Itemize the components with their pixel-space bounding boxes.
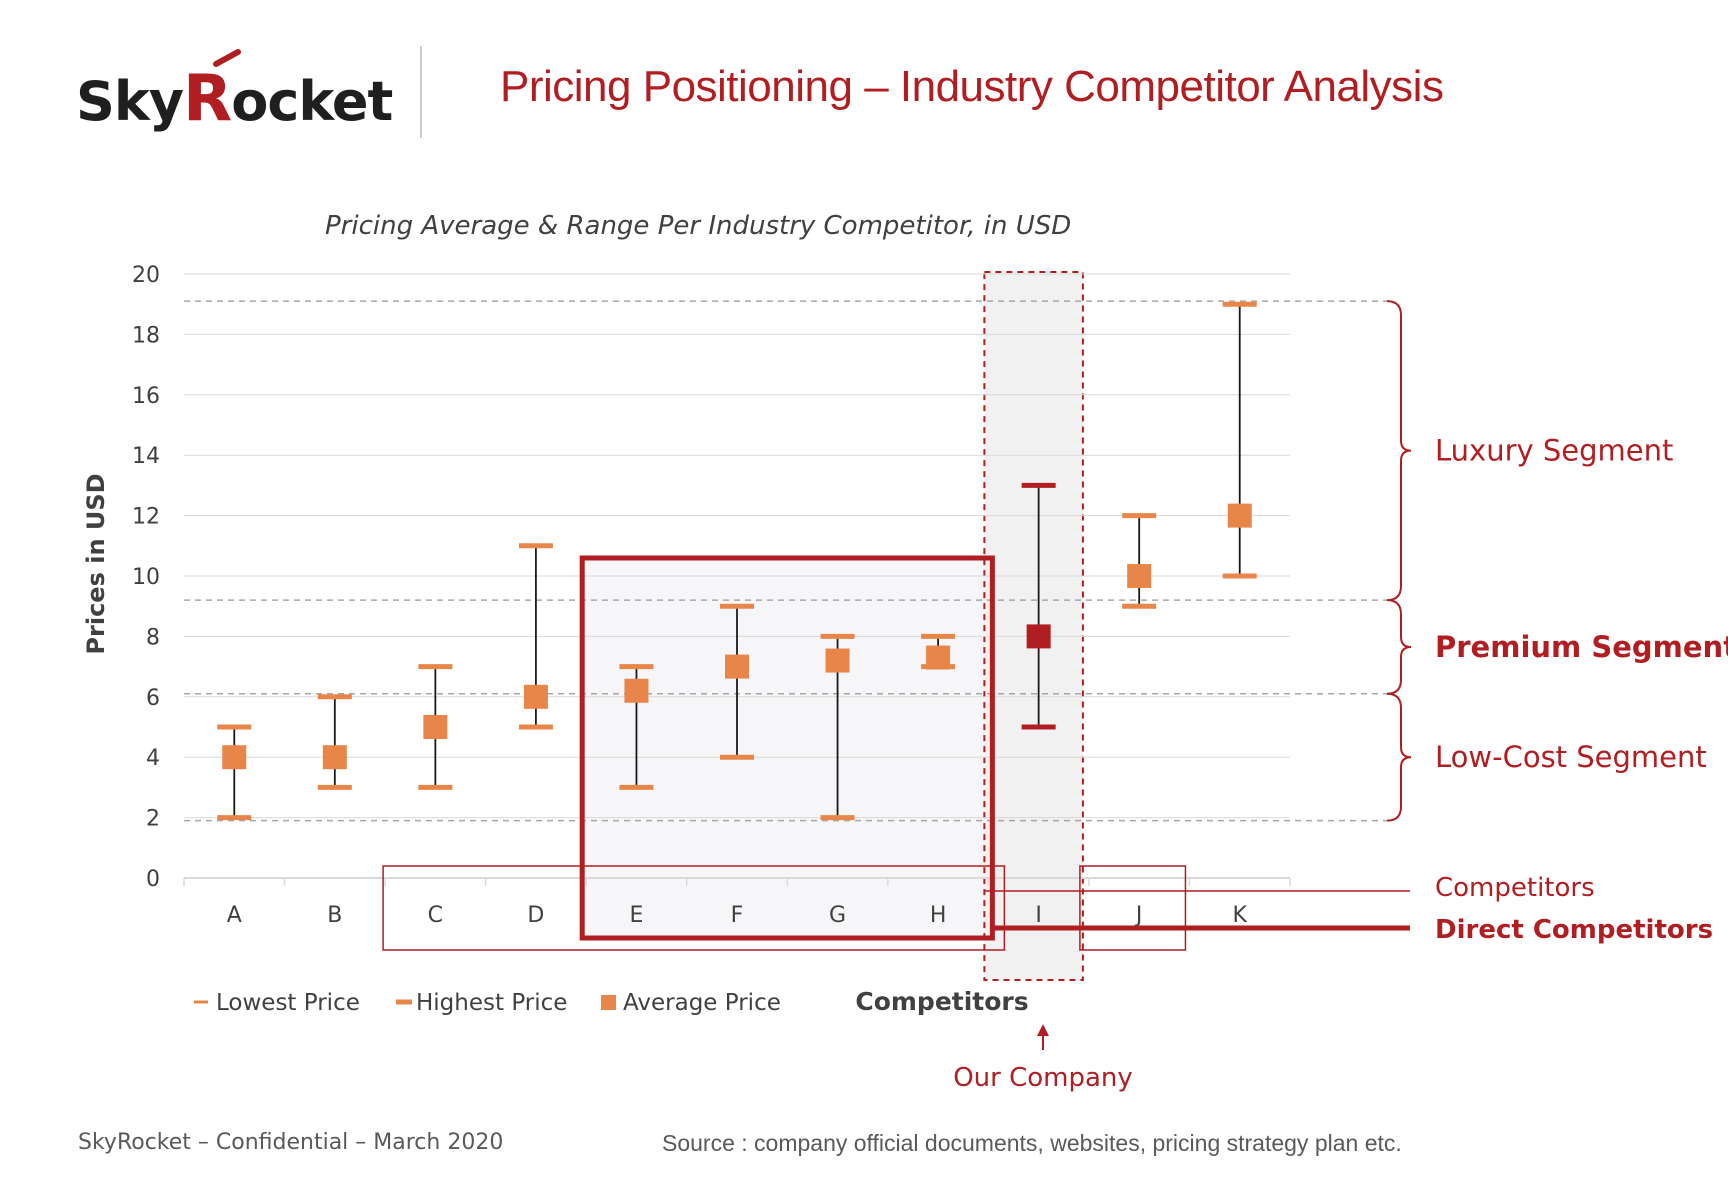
- average-price-mark-C: [423, 715, 448, 739]
- competitors-group-label: Competitors: [1435, 873, 1595, 903]
- x-axis-label: Competitors: [855, 987, 1028, 1016]
- y-tick-label: 4: [146, 746, 160, 771]
- x-tick-label: C: [428, 903, 443, 928]
- x-tick-label: E: [630, 903, 644, 928]
- y-tick-label: 14: [132, 444, 160, 469]
- direct-competitors-group-label: Direct Competitors: [1435, 915, 1713, 945]
- segment-brace: [1386, 599, 1412, 695]
- segment-label: Luxury Segment: [1435, 434, 1673, 468]
- legend-average-label: Average Price: [623, 990, 781, 1016]
- average-price-mark-A: [222, 745, 247, 770]
- x-tick-label: D: [527, 903, 544, 928]
- y-tick-label: 12: [132, 505, 160, 530]
- our-company-callout: Our Company: [953, 1024, 1133, 1093]
- legend-lowest-label: Lowest Price: [216, 990, 360, 1016]
- footer-source: Source : company official documents, web…: [662, 1130, 1402, 1156]
- legend: Lowest Price Highest Price Average Price: [194, 990, 781, 1016]
- legend-highest-label: Highest Price: [416, 990, 567, 1016]
- x-tick-label: G: [829, 903, 846, 928]
- average-price-mark-J: [1127, 564, 1152, 588]
- legend-average-swatch: [601, 995, 616, 1010]
- skyrocket-logo: SkyRocket: [76, 48, 396, 138]
- y-tick-label: 18: [132, 323, 160, 348]
- y-axis-label: Prices in USD: [82, 473, 110, 654]
- x-tick-label: H: [930, 903, 947, 928]
- direct-competitors-box: [579, 555, 995, 941]
- y-tick-label: 2: [146, 807, 160, 832]
- competitors-box-j: [1079, 865, 1187, 951]
- x-tick-label: K: [1233, 903, 1248, 928]
- average-price-mark-F: [725, 654, 749, 679]
- y-tick-label: 8: [146, 625, 160, 650]
- logo-r: R: [183, 62, 232, 136]
- x-tick-label: A: [227, 903, 242, 928]
- segment-label: Premium Segment: [1435, 630, 1728, 664]
- x-tick-label: J: [1134, 903, 1143, 928]
- segment-brace: [1386, 300, 1412, 602]
- average-price-mark-D: [523, 684, 548, 709]
- y-tick-label: 6: [146, 686, 160, 711]
- our-company-arrowhead: [1037, 1024, 1049, 1036]
- average-price-mark-E: [624, 678, 649, 703]
- logo-sky: Sky: [76, 70, 184, 133]
- y-tick-label: 16: [132, 384, 160, 409]
- average-price-mark-K: [1227, 503, 1252, 528]
- y-tick-label: 20: [132, 263, 160, 288]
- average-price-mark-B: [322, 745, 347, 770]
- direct-competitors-shade: [584, 560, 993, 940]
- x-tick-label: I: [1035, 903, 1042, 928]
- average-price-mark-G: [825, 648, 850, 673]
- page-title: Pricing Positioning – Industry Competito…: [500, 62, 1444, 111]
- average-price-mark-H: [926, 645, 951, 670]
- logo-accent-mark: [213, 49, 241, 67]
- average-price-mark-I: [1026, 624, 1051, 649]
- x-tick-label: F: [731, 903, 744, 928]
- logo-wordmark: SkyRocket: [76, 62, 393, 136]
- footer-confidential: SkyRocket – Confidential – March 2020: [78, 1130, 504, 1155]
- pricing-chart: 0 2 4 6 8 10 12 14 16 18 20 A B C D E F G H I J K Pricing Ave…: [82, 211, 1728, 1093]
- segment-brace: [1386, 692, 1412, 822]
- header-divider: [420, 46, 422, 138]
- x-tick-label: B: [327, 903, 342, 928]
- our-company-label: Our Company: [953, 1063, 1133, 1093]
- y-tick-label: 0: [146, 867, 160, 892]
- segment-label: Low-Cost Segment: [1435, 740, 1707, 774]
- y-tick-label: 10: [132, 565, 160, 590]
- competitors-box: [382, 865, 1006, 951]
- chart-title: Pricing Average & Range Per Industry Com…: [325, 211, 1071, 241]
- logo-ocket: ocket: [231, 70, 393, 133]
